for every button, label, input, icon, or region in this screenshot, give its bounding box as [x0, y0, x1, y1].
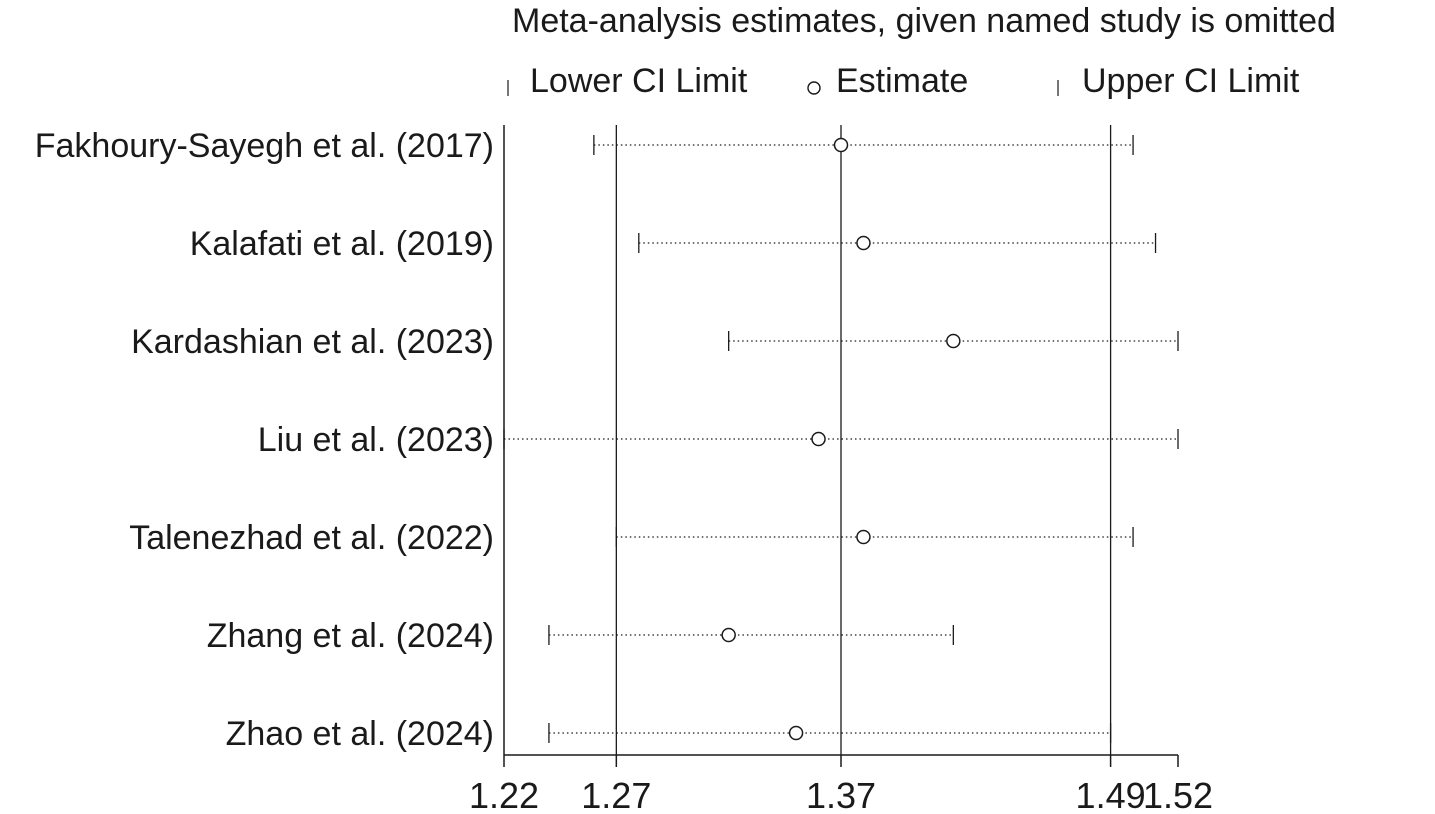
study-label: Talenezhad et al. (2022)	[129, 519, 494, 557]
estimate-point	[946, 333, 961, 349]
x-tick-label: 1.49	[1076, 775, 1146, 814]
x-tick-label: 1.37	[806, 775, 876, 814]
estimate-point	[811, 431, 826, 447]
lower-ci-legend-icon	[504, 62, 512, 104]
study-label: Zhang et al. (2024)	[207, 617, 494, 655]
estimate-legend-icon	[804, 62, 824, 104]
study-label: Fakhoury-Sayegh et al. (2017)	[35, 127, 494, 165]
study-label: Zhao et al. (2024)	[226, 715, 494, 753]
estimate-point	[856, 235, 871, 251]
upper-ci-legend-icon	[1054, 62, 1062, 104]
x-tick-label: 1.22	[469, 775, 539, 814]
estimate-point	[721, 627, 736, 643]
estimate-point	[833, 137, 849, 153]
chart-title: Meta-analysis estimates, given named stu…	[512, 2, 1336, 40]
study-label: Liu et al. (2023)	[258, 421, 494, 459]
study-label: Kardashian et al. (2023)	[131, 323, 494, 361]
x-tick-label: 1.52	[1143, 775, 1213, 814]
legend-lower-ci: Lower CI Limit	[530, 62, 748, 100]
estimate-point	[856, 529, 871, 545]
legend-upper-ci: Upper CI Limit	[1082, 62, 1300, 100]
study-label: Kalafati et al. (2019)	[190, 225, 494, 263]
legend-estimate: Estimate	[836, 62, 969, 100]
x-tick-label: 1.27	[581, 775, 651, 814]
estimate-point	[788, 725, 804, 741]
